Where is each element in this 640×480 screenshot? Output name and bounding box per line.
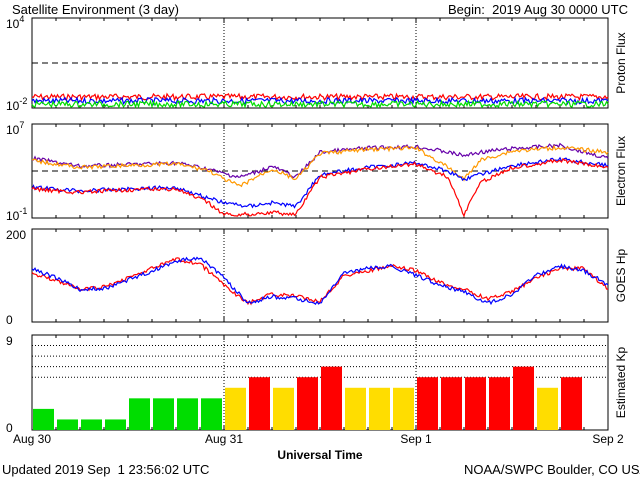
kp-bar: [177, 398, 198, 430]
x-axis-title: Universal Time: [277, 448, 362, 462]
hp-series-red: [31, 257, 609, 306]
hp-panel-frame: [31, 228, 609, 323]
begin-time-label: Begin: 2019 Aug 30 0000 UTC: [448, 2, 628, 17]
electron-y-tick-label: 107: [6, 120, 24, 137]
proton-series-red: [31, 92, 609, 102]
proton-series-green: [31, 99, 609, 109]
kp-bar: [201, 398, 222, 430]
hp-y-axis-label: GOES Hp: [614, 249, 628, 303]
kp-y-tick-label: 9: [6, 334, 13, 348]
x-tick-label: Aug 31: [205, 432, 243, 446]
kp-bar: [345, 387, 366, 430]
electron-series-purple: [31, 142, 609, 179]
kp-bar: [393, 387, 414, 430]
kp-bar: [129, 398, 150, 430]
kp-bar: [465, 377, 486, 430]
proton-y-tick-label: 104: [6, 14, 24, 31]
x-tick-label: Sep 1: [400, 432, 432, 446]
electron-y-axis-label: Electron Flux: [614, 136, 628, 206]
proton-y-tick-label: 10-2: [6, 96, 27, 113]
kp-bar: [369, 387, 390, 430]
kp-y-axis-label: Estimated Kp: [614, 346, 628, 418]
kp-bar: [321, 366, 342, 430]
kp-bar: [297, 377, 318, 430]
electron-y-tick-label: 10-1: [6, 206, 27, 223]
x-tick-label: Sep 2: [592, 432, 624, 446]
kp-bar: [57, 419, 78, 430]
proton-y-axis-label: Proton Flux: [614, 32, 628, 93]
kp-bar: [33, 408, 54, 430]
hp-y-tick-label: 0: [6, 313, 13, 327]
source-credit: NOAA/SWPC Boulder, CO USA: [464, 462, 640, 477]
kp-bar: [81, 419, 102, 430]
x-tick-label: Aug 30: [13, 432, 51, 446]
chart-title: Satellite Environment (3 day): [12, 2, 179, 17]
kp-bar: [249, 377, 270, 430]
kp-bar: [273, 387, 294, 430]
updated-timestamp: Updated 2019 Sep 1 23:56:02 UTC: [2, 462, 210, 477]
electron-panel-frame: [31, 123, 609, 219]
kp-y-tick-label: 0: [6, 421, 13, 435]
kp-bar: [489, 377, 510, 430]
kp-bar: [153, 398, 174, 430]
kp-bar: [537, 387, 558, 430]
kp-bar: [441, 377, 462, 430]
electron-series-orange: [31, 144, 609, 188]
kp-bar: [225, 387, 246, 430]
kp-bar: [513, 366, 534, 430]
hp-series-blue: [31, 256, 609, 306]
kp-bar: [561, 377, 582, 430]
hp-y-tick-label: 200: [6, 228, 26, 242]
kp-bar: [105, 419, 126, 430]
electron-series-red: [31, 157, 609, 218]
kp-bar: [417, 377, 438, 430]
